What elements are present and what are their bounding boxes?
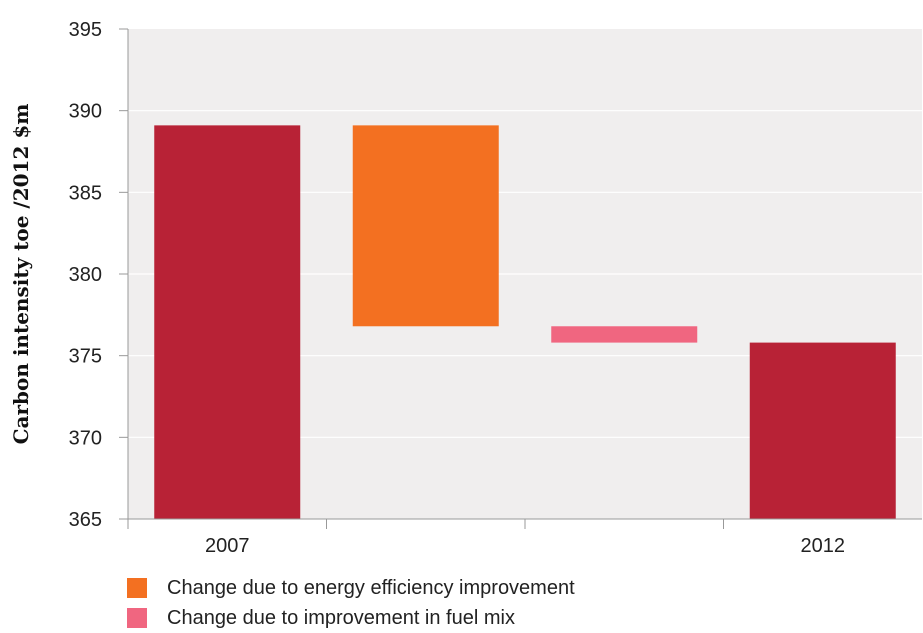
y-ticks: 365 370 375 380 385 390 395	[69, 19, 128, 531]
y-tick-label: 370	[69, 427, 102, 449]
y-tick-label: 375	[69, 346, 102, 368]
bar-2007	[154, 125, 301, 519]
y-axis-title: Carbon intensity toe /2012 $m	[9, 104, 33, 445]
y-tick-label: 385	[69, 182, 102, 204]
legend-label-fuel-mix: Change due to improvement in fuel mix	[167, 606, 515, 629]
legend-label-efficiency: Change due to energy efficiency improvem…	[167, 576, 575, 599]
bar-change-1	[352, 125, 499, 327]
y-tick-label: 380	[69, 264, 102, 286]
y-tick-label: 390	[69, 101, 102, 123]
legend-swatch-fuel-mix	[127, 608, 147, 628]
y-tick-label: 365	[69, 509, 102, 531]
bar-2012	[749, 342, 896, 519]
x-ticks: 2007 2012	[127, 519, 846, 557]
legend-item-fuel-mix: Change due to improvement in fuel mix	[127, 603, 575, 633]
bar-change-2	[551, 326, 698, 343]
x-tick-label-2012: 2012	[801, 535, 846, 557]
x-tick-label-2007: 2007	[205, 535, 250, 557]
y-tick-label: 395	[69, 19, 102, 41]
legend-item-efficiency: Change due to energy efficiency improvem…	[127, 573, 575, 603]
bars	[154, 125, 896, 519]
legend: Change due to energy efficiency improvem…	[127, 573, 575, 633]
legend-swatch-efficiency	[127, 578, 147, 598]
